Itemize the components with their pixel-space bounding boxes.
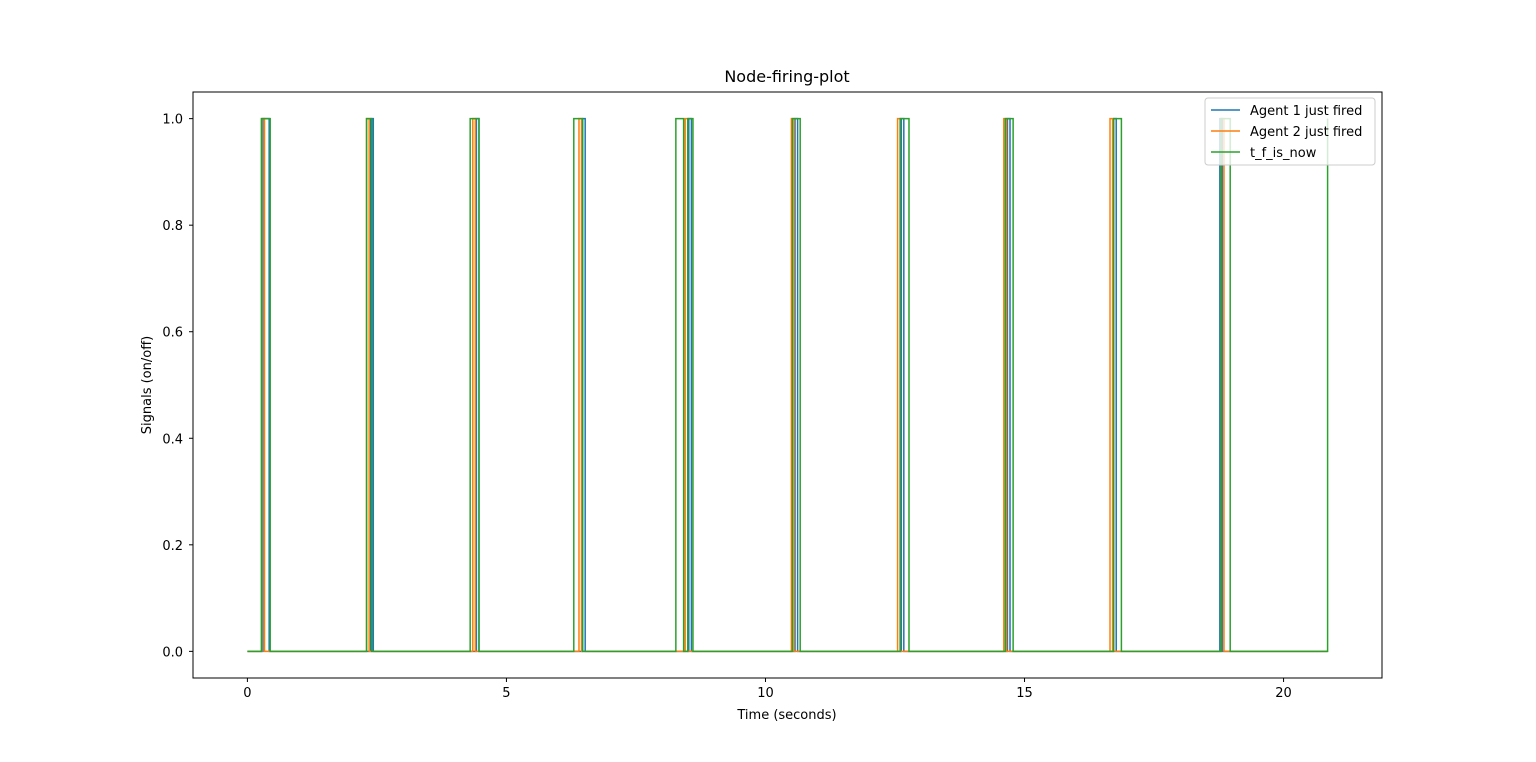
x-tick-label: 20 [1275,686,1292,701]
legend-label: Agent 2 just fired [1250,125,1362,140]
x-tick-label: 5 [502,686,510,701]
chart-title: Node-firing-plot [724,67,849,86]
y-tick-label: 0.8 [162,219,183,234]
legend: Agent 1 just fired Agent 2 just fired t_f_… [1204,97,1376,166]
y-axis: 0.0 0.2 0.4 0.6 0.8 1.0 [162,113,193,660]
y-tick-label: 0.2 [162,539,183,554]
y-tick-label: 1.0 [162,113,183,128]
x-axis: 0 5 10 15 20 [243,678,1292,701]
y-axis-label: Signals (on/off) [140,336,155,434]
x-tick-label: 15 [1016,686,1033,701]
y-tick-label: 0.0 [162,645,183,660]
x-tick-label: 10 [757,686,774,701]
y-tick-label: 0.4 [162,432,183,447]
series-layer [247,117,1329,653]
y-tick-label: 0.6 [162,326,183,341]
x-axis-label: Time (seconds) [736,708,836,723]
legend-box [1204,97,1376,166]
series-line-3 [247,117,1329,653]
legend-label: t_f_is_now [1250,146,1317,161]
plot-frame [192,91,1383,679]
x-tick-label: 0 [243,686,251,701]
legend-label: Agent 1 just fired [1250,104,1362,119]
